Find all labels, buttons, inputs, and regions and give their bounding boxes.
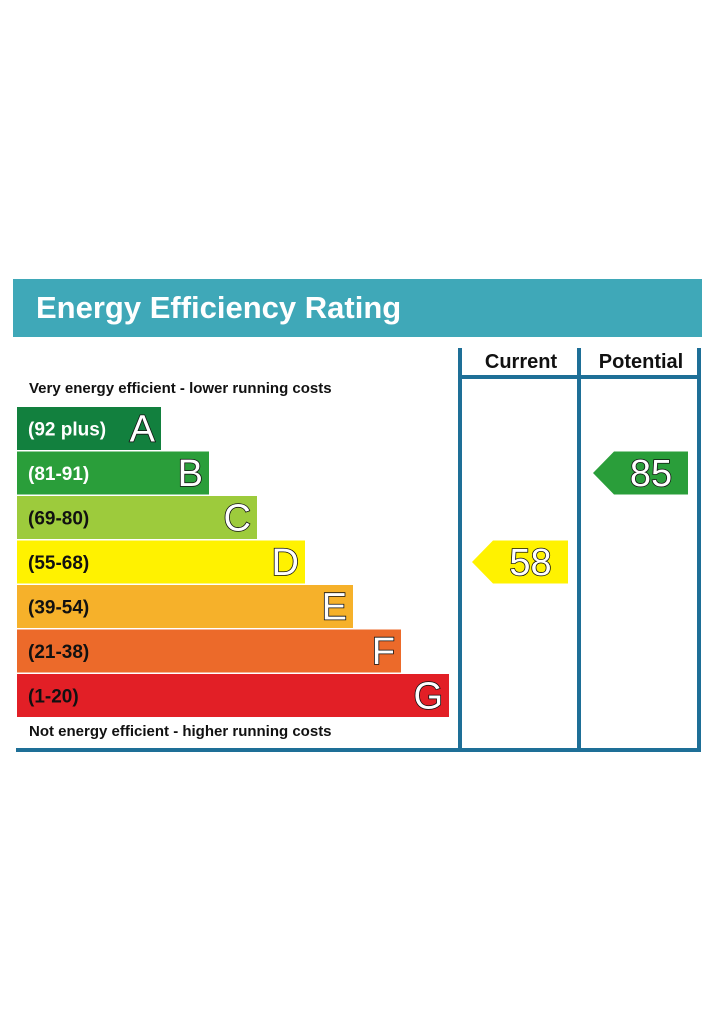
band-b-range: (81-91) [28,464,89,485]
band-e-range: (39-54) [28,598,89,619]
current-column-label: Current [485,351,558,373]
band-g-letter: G [413,676,443,718]
band-b-bar [17,451,209,495]
current-rating-arrow [472,540,568,584]
band-g-range: (1-20) [28,687,79,708]
band-d-letter: D [272,542,299,584]
potential-rating-arrow [593,451,688,495]
bottom-note: Not energy efficient - higher running co… [29,723,332,740]
band-a-range: (92 plus) [28,420,106,441]
potential-column-label: Potential [599,351,683,373]
top-note: Very energy efficient - lower running co… [29,380,332,397]
band-b-letter: B [178,453,203,495]
band-d-bar [17,540,305,584]
band-c-range: (69-80) [28,509,89,530]
potential-rating-value: 85 [630,453,672,495]
band-a-bar [17,407,161,450]
band-f-bar [17,629,401,673]
score-markers: 58 85 [472,451,688,585]
band-g-bar [17,674,449,717]
band-c-bar [17,496,257,539]
band-e-bar [17,585,353,628]
band-c-letter: C [224,498,251,540]
band-a-letter: A [130,409,156,451]
band-e-letter: E [322,587,347,629]
rating-frame [16,348,701,752]
current-rating-value: 58 [509,542,551,584]
header-banner [13,279,702,337]
rating-bands: (92 plus) A (81-91) B (69-80) C (55-68) D (39-54… [17,407,449,718]
band-f-letter: F [372,631,395,673]
chart-title: Energy Efficiency Rating [36,290,401,325]
band-f-range: (21-38) [28,642,89,663]
band-d-range: (55-68) [28,553,89,574]
